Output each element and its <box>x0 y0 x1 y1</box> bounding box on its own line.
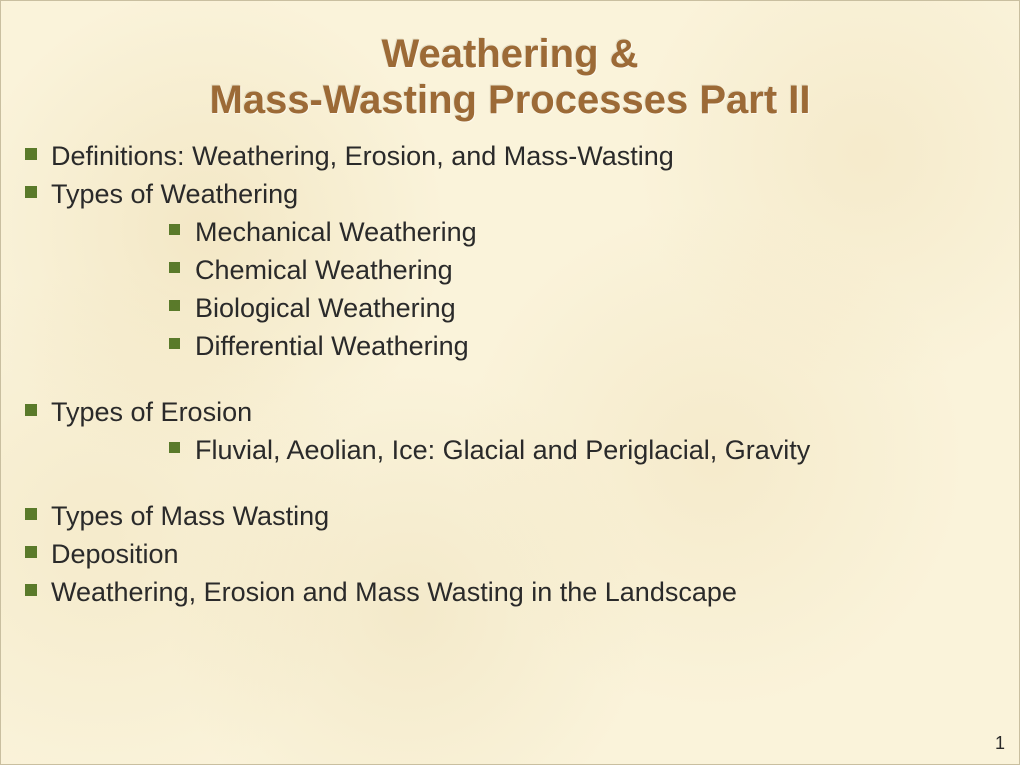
list-item-label: Definitions: Weathering, Erosion, and Ma… <box>51 141 674 171</box>
bullet-square-icon <box>25 404 37 416</box>
bullet-square-icon <box>25 508 37 520</box>
page-number: 1 <box>995 733 1005 754</box>
list-item-label: Types of Weathering <box>51 179 298 209</box>
list-spacer <box>19 469 1001 497</box>
outline-list: Definitions: Weathering, Erosion, and Ma… <box>19 137 1001 611</box>
list-item-label: Differential Weathering <box>195 331 469 361</box>
title-line-2: Mass-Wasting Processes Part II <box>1 77 1019 123</box>
title-line-1: Weathering & <box>1 31 1019 77</box>
sub-list: Mechanical Weathering Chemical Weathering… <box>51 213 1001 365</box>
slide-title: Weathering & Mass-Wasting Processes Part… <box>1 1 1019 123</box>
list-item-label: Biological Weathering <box>195 293 456 323</box>
list-item: Types of Weathering Mechanical Weathering… <box>19 175 1001 365</box>
list-item: Definitions: Weathering, Erosion, and Ma… <box>19 137 1001 175</box>
list-item-label: Chemical Weathering <box>195 255 453 285</box>
list-item-label: Mechanical Weathering <box>195 217 477 247</box>
list-item-label: Types of Mass Wasting <box>51 501 329 531</box>
bullet-square-icon <box>25 546 37 558</box>
list-item: Fluvial, Aeolian, Ice: Glacial and Perig… <box>169 431 1001 469</box>
list-item: Biological Weathering <box>169 289 1001 327</box>
bullet-square-icon <box>169 442 180 453</box>
list-item: Differential Weathering <box>169 327 1001 365</box>
bullet-square-icon <box>169 338 180 349</box>
bullet-square-icon <box>25 148 37 160</box>
list-item: Mechanical Weathering <box>169 213 1001 251</box>
slide-body: Definitions: Weathering, Erosion, and Ma… <box>1 123 1019 611</box>
list-item: Types of Mass Wasting <box>19 497 1001 535</box>
bullet-square-icon <box>25 584 37 596</box>
list-item: Weathering, Erosion and Mass Wasting in … <box>19 573 1001 611</box>
list-item: Deposition <box>19 535 1001 573</box>
list-item-label: Fluvial, Aeolian, Ice: Glacial and Perig… <box>195 435 810 465</box>
bullet-square-icon <box>169 224 180 235</box>
list-item-label: Weathering, Erosion and Mass Wasting in … <box>51 577 737 607</box>
list-spacer <box>19 365 1001 393</box>
list-item: Chemical Weathering <box>169 251 1001 289</box>
bullet-square-icon <box>25 186 37 198</box>
bullet-square-icon <box>169 262 180 273</box>
list-item-label: Deposition <box>51 539 179 569</box>
sub-list: Fluvial, Aeolian, Ice: Glacial and Perig… <box>51 431 1001 469</box>
slide: Weathering & Mass-Wasting Processes Part… <box>0 0 1020 765</box>
bullet-square-icon <box>169 300 180 311</box>
list-item: Types of Erosion Fluvial, Aeolian, Ice: G… <box>19 393 1001 469</box>
list-item-label: Types of Erosion <box>51 397 252 427</box>
